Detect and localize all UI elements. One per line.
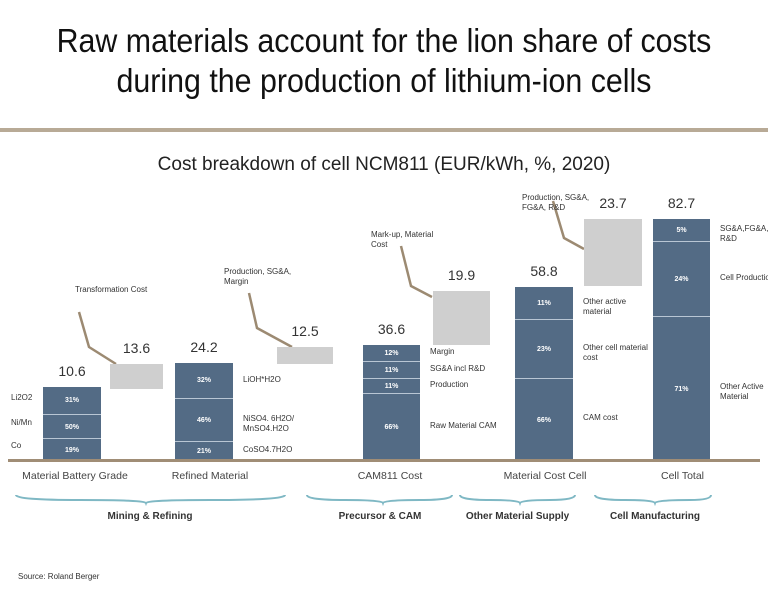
total-bar: 11% 23% 66%	[515, 287, 573, 460]
segment-pct: 46%	[175, 398, 233, 442]
total-bar: 31% 50% 19%	[43, 387, 101, 460]
segment-label: Other cell material cost	[583, 342, 648, 362]
increment-bar	[433, 291, 490, 345]
segment-label: NiSO4. 6H2O/ MnSO4.H2O	[243, 413, 295, 433]
segment-label: CoSO4.7H2O	[243, 444, 293, 454]
total-bar: 12% 11% 11% 66%	[363, 345, 420, 460]
segment-label: Production	[430, 379, 469, 389]
segment-label: CAM cost	[583, 413, 618, 422]
brace	[15, 494, 286, 507]
baseline	[8, 459, 760, 462]
increment-bar	[110, 364, 163, 389]
segment-label: Margin	[430, 347, 455, 356]
segment-pct: 5%	[676, 226, 687, 234]
increment-bar	[277, 347, 333, 364]
leader-line	[247, 292, 293, 349]
brace	[306, 494, 453, 507]
group-label: Precursor & CAM	[338, 511, 422, 522]
segment-pct: 31%	[64, 397, 79, 404]
segment-pct: 19%	[43, 438, 101, 461]
segment-pct: 21%	[175, 441, 233, 461]
category-label: Refined Material	[171, 470, 249, 482]
segment-pct: 11%	[537, 299, 551, 307]
segment-label: Li2O2	[11, 392, 33, 402]
value-label: 58.8	[530, 263, 558, 279]
group-label: Other Material Supply	[465, 511, 570, 522]
value-label: 19.9	[447, 267, 476, 283]
segment-pct: 12%	[384, 349, 399, 357]
segment-pct: 11%	[363, 361, 420, 379]
value-label: 12.5	[291, 323, 319, 339]
segment-pct: 24%	[653, 241, 710, 317]
annotation-label: Production, SG&A, Margin	[224, 267, 292, 286]
leader-line	[551, 200, 585, 251]
group-label: Mining & Refining	[107, 511, 193, 522]
segment-label: SG&A,FG&A, Incl. R&D	[720, 224, 768, 243]
segment-pct: 50%	[43, 414, 101, 439]
chart-title: Cost breakdown of cell NCM811 (EUR/kWh, …	[157, 154, 611, 175]
source-note: Source: Roland Berger	[18, 572, 100, 581]
category-label: CAM811 Cost	[357, 470, 423, 482]
title-line-2: during the production of lithium-ion cel…	[116, 62, 652, 99]
value-label: 36.6	[377, 321, 406, 337]
segment-label: LiOH*H2O	[243, 374, 281, 384]
category-label: Material Battery Grade	[22, 470, 128, 482]
segment-label: Other active material	[583, 297, 627, 316]
segment-pct: 66%	[363, 393, 420, 461]
value-label: 10.6	[58, 363, 86, 379]
segment-pct: 11%	[363, 378, 420, 394]
segment-pct: 66%	[515, 378, 573, 461]
segment-label: Co	[11, 441, 22, 450]
segment-label: Other Active Material	[720, 382, 764, 401]
segment-label: Ni/Mn	[11, 418, 32, 427]
group-label: Cell Manufacturing	[609, 511, 700, 522]
category-label: Cell Total	[661, 470, 704, 482]
brace	[459, 494, 576, 507]
segment-label: Raw Material CAM	[430, 420, 497, 430]
brace	[594, 494, 712, 507]
value-label: 82.7	[667, 195, 696, 211]
title-line-1: Raw materials account for the lion share…	[56, 22, 712, 59]
increment-bar	[584, 219, 642, 286]
divider	[0, 128, 768, 132]
annotation-label: Mark-up, Material Cost	[371, 230, 434, 249]
segment-pct: 32%	[196, 377, 211, 384]
value-label: 24.2	[190, 339, 218, 355]
total-bar: 32% 46% 21%	[175, 363, 233, 460]
value-label: 13.6	[122, 340, 151, 356]
annotation-label: Transformation Cost	[75, 285, 148, 294]
annotation-label: Production, SG&A, FG&A, R&D	[522, 193, 590, 212]
total-bar: 5% 24% 71%	[653, 219, 710, 460]
leader-line	[77, 311, 117, 366]
segment-pct: 23%	[515, 319, 573, 379]
category-label: Material Cost Cell	[503, 470, 587, 482]
segment-label: SG&A incl R&D	[430, 363, 486, 373]
segment-label: Cell Production %	[720, 272, 768, 282]
leader-line	[399, 245, 433, 299]
value-label: 23.7	[599, 195, 627, 211]
segment-pct: 71%	[653, 316, 710, 461]
